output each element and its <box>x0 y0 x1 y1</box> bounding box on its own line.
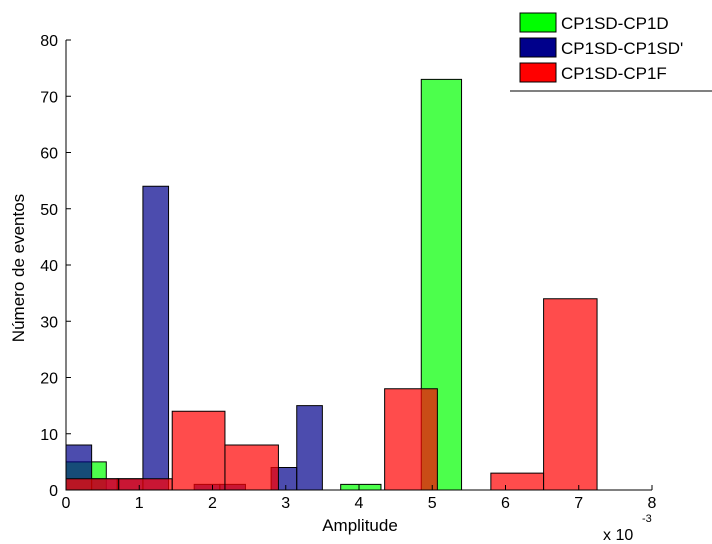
y-tick-label-4: 40 <box>40 258 58 275</box>
legend-label-2: CP1SD-CP1F <box>561 64 667 83</box>
x-tick-label-4: 4 <box>355 495 364 512</box>
y-tick-label-5: 50 <box>40 202 58 219</box>
bar-s2-b1 <box>118 478 173 491</box>
x-multiplier-exponent: -3 <box>642 513 652 525</box>
legend-label-1: CP1SD-CP1SD' <box>561 39 683 58</box>
x-tick-label-0: 0 <box>62 495 71 512</box>
x-tick-label-1: 1 <box>135 495 144 512</box>
bar-s2-b6 <box>543 298 598 491</box>
legend-label-0: CP1SD-CP1D <box>561 14 669 33</box>
y-tick-label-8: 80 <box>40 33 58 50</box>
legend-swatch-0 <box>519 12 557 33</box>
x-tick-label-6: 6 <box>501 495 510 512</box>
y-tick-label-7: 70 <box>40 89 58 106</box>
bar-s2-b3 <box>224 444 279 491</box>
bar-s1-b7 <box>296 405 323 491</box>
bar-s2-b0 <box>65 478 120 491</box>
x-tick-label-2: 2 <box>208 495 217 512</box>
x-tick-label-5: 5 <box>428 495 437 512</box>
legend: CP1SD-CP1D CP1SD-CP1SD' CP1SD-CP1F <box>510 12 712 92</box>
y-tick-label-1: 10 <box>40 427 58 444</box>
bar-s2-b4 <box>384 388 438 491</box>
x-axis-label: Amplitude <box>322 516 398 535</box>
x-tick-label-3: 3 <box>281 495 290 512</box>
legend-swatch-2 <box>519 62 557 83</box>
bar-s1-b3 <box>142 185 170 491</box>
y-tick-label-6: 60 <box>40 146 58 163</box>
x-tick-label-7: 7 <box>574 495 583 512</box>
bars-layer <box>65 78 598 491</box>
bar-s2-b2 <box>171 410 226 491</box>
x-multiplier-label: x 10 <box>603 527 633 544</box>
x-tick-label-8: 8 <box>648 495 657 512</box>
y-axis-label: Número de eventos <box>9 194 28 342</box>
bar-s2-b5 <box>490 472 545 491</box>
legend-swatch-1 <box>519 37 557 58</box>
bar-s0-b1 <box>340 483 382 491</box>
y-tick-label-2: 20 <box>40 371 58 388</box>
y-tick-label-3: 30 <box>40 314 58 331</box>
y-tick-label-0: 0 <box>49 483 58 500</box>
